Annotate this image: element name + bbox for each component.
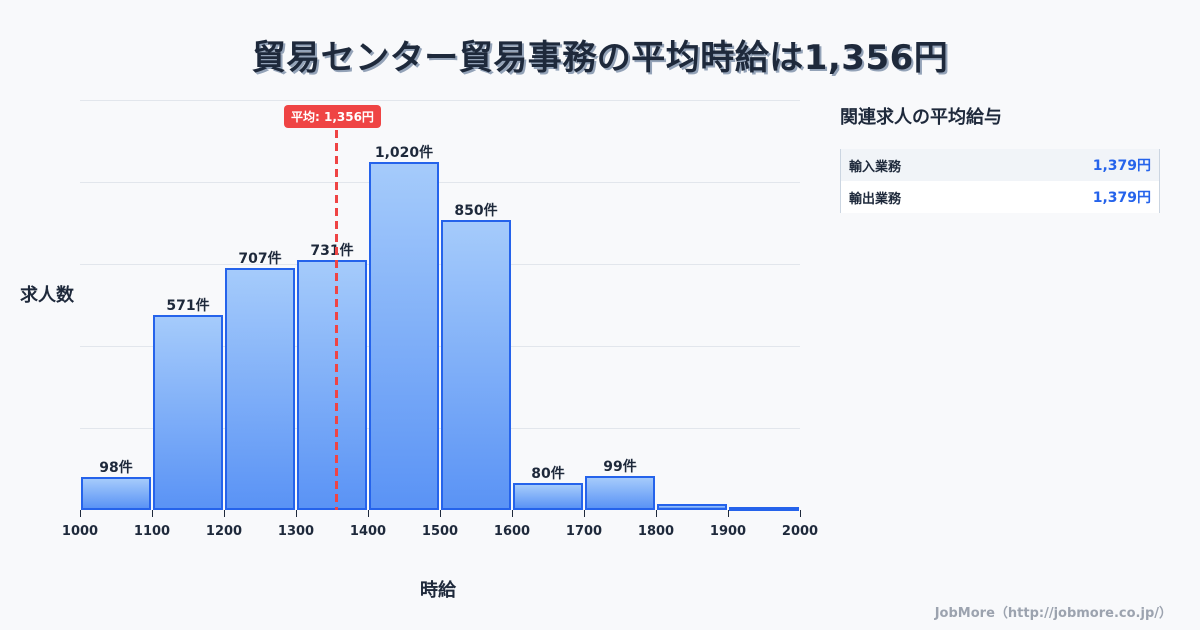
x-tick-label: 1600 — [493, 524, 531, 539]
job-name: 輸出業務 — [849, 191, 902, 207]
histogram-bar — [585, 476, 655, 510]
histogram-bar — [729, 507, 799, 511]
bar-value-label: 707件 — [238, 251, 282, 268]
histogram-bar — [297, 260, 367, 510]
histogram-bar — [657, 504, 727, 510]
x-tick-label: 1700 — [565, 524, 603, 539]
list-item: 輸入業務 1,379円 — [841, 149, 1159, 181]
x-tick-label: 1500 — [421, 524, 459, 539]
x-tick-label: 1300 — [277, 524, 315, 539]
histogram-bar — [153, 314, 223, 510]
x-tick — [584, 510, 585, 517]
x-tick — [800, 510, 801, 517]
mean-line — [335, 130, 338, 510]
job-salary: 1,379円 — [1092, 190, 1151, 206]
x-tick-label: 1800 — [637, 524, 675, 539]
bar-value-label: 571件 — [166, 297, 210, 314]
bar-value-label: 731件 — [310, 243, 354, 260]
gridline — [80, 428, 800, 429]
page-title: 貿易センター貿易事務の平均時給は1,356円 — [251, 38, 949, 78]
bar-value-label: 80件 — [531, 465, 565, 482]
histogram-bar — [513, 482, 583, 510]
x-tick — [656, 510, 657, 517]
gridline — [80, 100, 800, 101]
x-tick — [152, 510, 153, 517]
histogram-bar — [225, 268, 295, 510]
job-salary: 1,379円 — [1092, 158, 1151, 174]
x-tick-label: 1000 — [61, 524, 99, 539]
related-salaries-title: 関連求人の平均給与 — [840, 107, 1002, 128]
mean-badge: 平均: 1,356円 — [284, 105, 381, 128]
x-tick — [368, 510, 369, 517]
y-axis-label: 求人数 — [20, 285, 74, 306]
footer-credit: JobMore（http://jobmore.co.jp/） — [934, 606, 1172, 621]
related-salaries-list: 輸入業務 1,379円 輸出業務 1,379円 — [840, 149, 1160, 213]
list-item: 輸出業務 1,379円 — [841, 181, 1159, 213]
bar-value-label: 1,020件 — [374, 144, 434, 161]
bar-value-label: 98件 — [99, 459, 133, 476]
x-axis-label: 時給 — [420, 580, 456, 601]
job-name: 輸入業務 — [849, 159, 902, 175]
histogram-bar — [81, 476, 151, 510]
bar-value-label: 850件 — [454, 202, 498, 219]
x-tick-label: 1100 — [133, 524, 171, 539]
histogram-chart: 98件 571件 707件 731件 1,020件 850件 80件 99件 1000 1100… — [20, 100, 818, 601]
x-tick-label: 1400 — [349, 524, 387, 539]
x-tick — [296, 510, 297, 517]
x-tick — [80, 510, 81, 517]
bar-value-label: 99件 — [603, 459, 637, 476]
x-tick — [512, 510, 513, 517]
gridline — [80, 182, 800, 183]
x-tick — [728, 510, 729, 517]
gridline — [80, 264, 800, 265]
x-tick — [224, 510, 225, 517]
x-tick-label: 2000 — [781, 524, 819, 539]
x-tick-label: 1900 — [709, 524, 747, 539]
related-salaries-panel: 関連求人の平均給与 輸入業務 1,379円 輸出業務 1,379円 — [840, 103, 1170, 213]
gridline — [80, 346, 800, 347]
x-tick — [440, 510, 441, 517]
histogram-bar — [369, 161, 439, 510]
x-tick-label: 1200 — [205, 524, 243, 539]
histogram-bar — [441, 219, 511, 510]
